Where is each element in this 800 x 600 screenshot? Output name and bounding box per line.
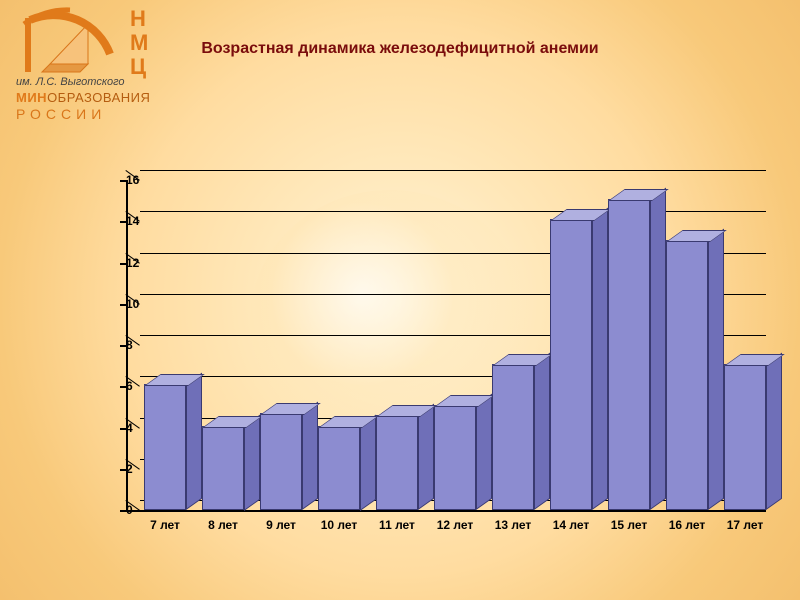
bar	[492, 366, 534, 510]
chart-title: Возрастная динамика железодефицитной ане…	[0, 40, 800, 58]
bar	[550, 221, 592, 510]
bar	[260, 415, 302, 510]
x-tick-label: 14 лет	[553, 510, 590, 532]
logo-russia: РОССИИ	[16, 106, 106, 122]
bar	[144, 386, 186, 510]
bar	[434, 407, 476, 510]
bar	[318, 428, 360, 511]
logo-min: МИН	[16, 90, 47, 105]
x-tick-label: 17 лет	[727, 510, 764, 532]
x-tick-label: 11 лет	[379, 510, 415, 532]
x-tick-label: 7 лет	[150, 510, 180, 532]
x-tick-label: 10 лет	[321, 510, 358, 532]
y-axis	[126, 180, 128, 510]
logo-line1: им. Л.С. Выготского	[16, 76, 125, 88]
org-logo: Н М Ц им. Л.С. Выготского МИНОБРАЗОВАНИЯ…	[10, 6, 180, 126]
bar	[376, 417, 418, 510]
plot-area: 02468101214167 лет8 лет9 лет10 лет11 лет…	[90, 170, 770, 540]
x-tick-label: 13 лет	[495, 510, 532, 532]
x-tick-label: 8 лет	[208, 510, 238, 532]
logo-obr: ОБРАЗОВАНИЯ	[47, 90, 150, 105]
bar	[608, 201, 650, 510]
x-tick-label: 9 лет	[266, 510, 296, 532]
logo-letter-n: Н	[130, 6, 146, 31]
x-tick-label: 16 лет	[669, 510, 706, 532]
gridline	[140, 211, 766, 212]
bar-chart: 02468101214167 лет8 лет9 лет10 лет11 лет…	[90, 170, 770, 540]
x-tick-label: 12 лет	[437, 510, 474, 532]
bar	[724, 366, 766, 510]
bar	[666, 242, 708, 510]
x-tick-label: 15 лет	[611, 510, 648, 532]
gridline	[140, 170, 766, 171]
bar	[202, 428, 244, 511]
